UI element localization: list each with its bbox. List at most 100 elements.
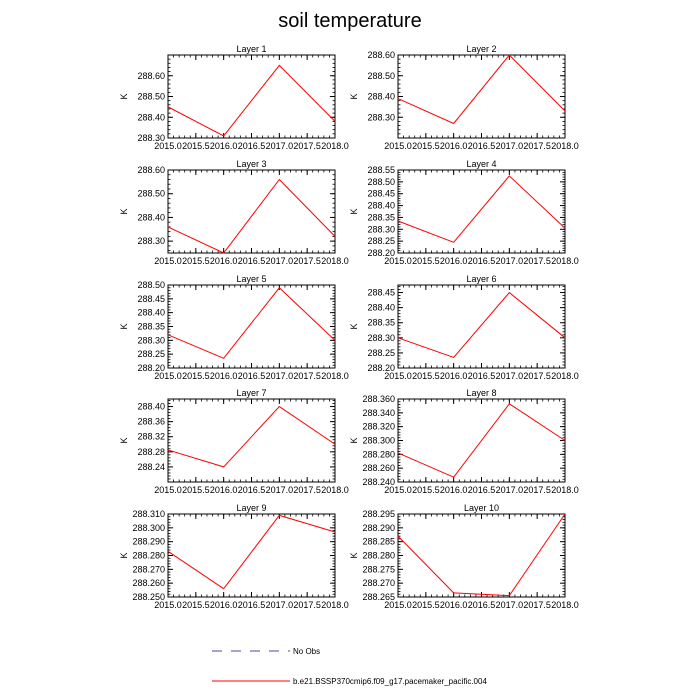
y-tick-label: 288.25 bbox=[367, 348, 395, 358]
y-axis-label: K bbox=[349, 93, 359, 99]
legend-label-no-obs: No Obs bbox=[293, 647, 320, 656]
x-tick-label: 2016.0 bbox=[440, 371, 468, 381]
x-tick-label: 2016.5 bbox=[238, 141, 266, 151]
y-tick-label: 288.290 bbox=[362, 523, 395, 533]
series-line bbox=[397, 513, 566, 597]
x-tick-label: 2018.0 bbox=[321, 485, 349, 495]
y-tick-label: 288.260 bbox=[132, 578, 165, 588]
panel-title: Layer 10 bbox=[464, 503, 499, 513]
x-tick-label: 2015.0 bbox=[384, 141, 412, 151]
x-tick-label: 2015.5 bbox=[182, 485, 210, 495]
plot-frame bbox=[167, 284, 336, 369]
x-tick-label: 2015.0 bbox=[384, 600, 412, 610]
panel-title: Layer 1 bbox=[236, 44, 266, 54]
series-line bbox=[397, 54, 566, 125]
x-tick-label: 2015.5 bbox=[182, 371, 210, 381]
x-tick-label: 2017.5 bbox=[523, 600, 551, 610]
series-line bbox=[397, 291, 566, 359]
x-tick-label: 2015.0 bbox=[154, 600, 182, 610]
x-tick-label: 2016.5 bbox=[468, 141, 496, 151]
y-tick-label: 288.300 bbox=[132, 523, 165, 533]
x-tick-label: 2016.0 bbox=[210, 485, 238, 495]
y-tick-label: 288.280 bbox=[362, 449, 395, 459]
x-tick-label: 2015.5 bbox=[412, 141, 440, 151]
x-tick-label: 2018.0 bbox=[551, 371, 579, 381]
x-tick-label: 2018.0 bbox=[551, 485, 579, 495]
y-tick-label: 288.240 bbox=[362, 477, 395, 487]
y-tick-label: 288.40 bbox=[367, 92, 395, 102]
x-tick-label: 2018.0 bbox=[551, 256, 579, 266]
x-tick-label: 2017.5 bbox=[523, 141, 551, 151]
x-tick-label: 2015.0 bbox=[154, 141, 182, 151]
y-tick-label: 288.270 bbox=[362, 578, 395, 588]
series-line bbox=[167, 178, 336, 254]
x-tick-label: 2017.0 bbox=[266, 371, 294, 381]
panel-title: Layer 4 bbox=[466, 159, 496, 169]
y-tick-label: 288.50 bbox=[367, 177, 395, 187]
y-tick-label: 288.260 bbox=[362, 463, 395, 473]
x-tick-label: 2016.0 bbox=[440, 256, 468, 266]
y-tick-label: 288.40 bbox=[137, 402, 165, 412]
y-axis-label: K bbox=[119, 208, 129, 214]
x-tick-label: 2015.0 bbox=[384, 485, 412, 495]
y-tick-label: 288.55 bbox=[367, 165, 395, 175]
x-tick-label: 2016.0 bbox=[210, 141, 238, 151]
x-tick-label: 2018.0 bbox=[551, 141, 579, 151]
y-tick-label: 288.32 bbox=[137, 432, 165, 442]
x-tick-label: 2015.5 bbox=[412, 600, 440, 610]
plot-frame bbox=[167, 513, 336, 598]
x-tick-label: 2016.5 bbox=[468, 485, 496, 495]
panel-title: Layer 7 bbox=[236, 388, 266, 398]
x-tick-label: 2016.0 bbox=[210, 371, 238, 381]
y-tick-label: 288.60 bbox=[137, 165, 165, 175]
x-tick-label: 2016.0 bbox=[210, 256, 238, 266]
plot-frame bbox=[167, 398, 336, 483]
x-tick-label: 2015.0 bbox=[154, 371, 182, 381]
x-tick-label: 2015.5 bbox=[412, 371, 440, 381]
y-tick-label: 288.295 bbox=[362, 509, 395, 519]
x-tick-label: 2017.0 bbox=[496, 485, 524, 495]
x-tick-label: 2016.5 bbox=[238, 600, 266, 610]
y-axis-label: K bbox=[349, 552, 359, 558]
y-tick-label: 288.30 bbox=[367, 224, 395, 234]
x-tick-label: 2016.5 bbox=[238, 485, 266, 495]
x-tick-label: 2016.5 bbox=[238, 371, 266, 381]
y-tick-label: 288.30 bbox=[137, 335, 165, 345]
x-tick-label: 2015.5 bbox=[182, 141, 210, 151]
x-tick-label: 2018.0 bbox=[551, 600, 579, 610]
x-tick-label: 2016.0 bbox=[210, 600, 238, 610]
x-tick-label: 2017.5 bbox=[293, 485, 321, 495]
x-tick-label: 2017.0 bbox=[266, 600, 294, 610]
x-tick-label: 2017.0 bbox=[496, 141, 524, 151]
y-tick-label: 288.310 bbox=[132, 509, 165, 519]
series-line bbox=[167, 287, 336, 359]
x-tick-label: 2018.0 bbox=[321, 600, 349, 610]
panel-title: Layer 3 bbox=[236, 159, 266, 169]
panel-title: Layer 8 bbox=[466, 388, 496, 398]
x-tick-label: 2017.5 bbox=[523, 371, 551, 381]
x-tick-label: 2017.5 bbox=[293, 600, 321, 610]
y-tick-label: 288.40 bbox=[137, 212, 165, 222]
y-tick-label: 288.50 bbox=[137, 189, 165, 199]
y-tick-label: 288.45 bbox=[367, 288, 395, 298]
y-tick-label: 288.280 bbox=[132, 551, 165, 561]
y-tick-label: 288.360 bbox=[362, 394, 395, 404]
y-tick-label: 288.285 bbox=[362, 537, 395, 547]
x-tick-label: 2017.0 bbox=[266, 485, 294, 495]
panel-title: Layer 9 bbox=[236, 503, 266, 513]
y-tick-label: 288.50 bbox=[367, 71, 395, 81]
y-tick-label: 288.24 bbox=[137, 462, 165, 472]
y-tick-label: 288.275 bbox=[362, 564, 395, 574]
y-tick-label: 288.60 bbox=[137, 71, 165, 81]
x-tick-label: 2016.5 bbox=[468, 600, 496, 610]
y-axis-label: K bbox=[119, 323, 129, 329]
plot-frame bbox=[397, 513, 566, 598]
series-line bbox=[167, 405, 336, 468]
